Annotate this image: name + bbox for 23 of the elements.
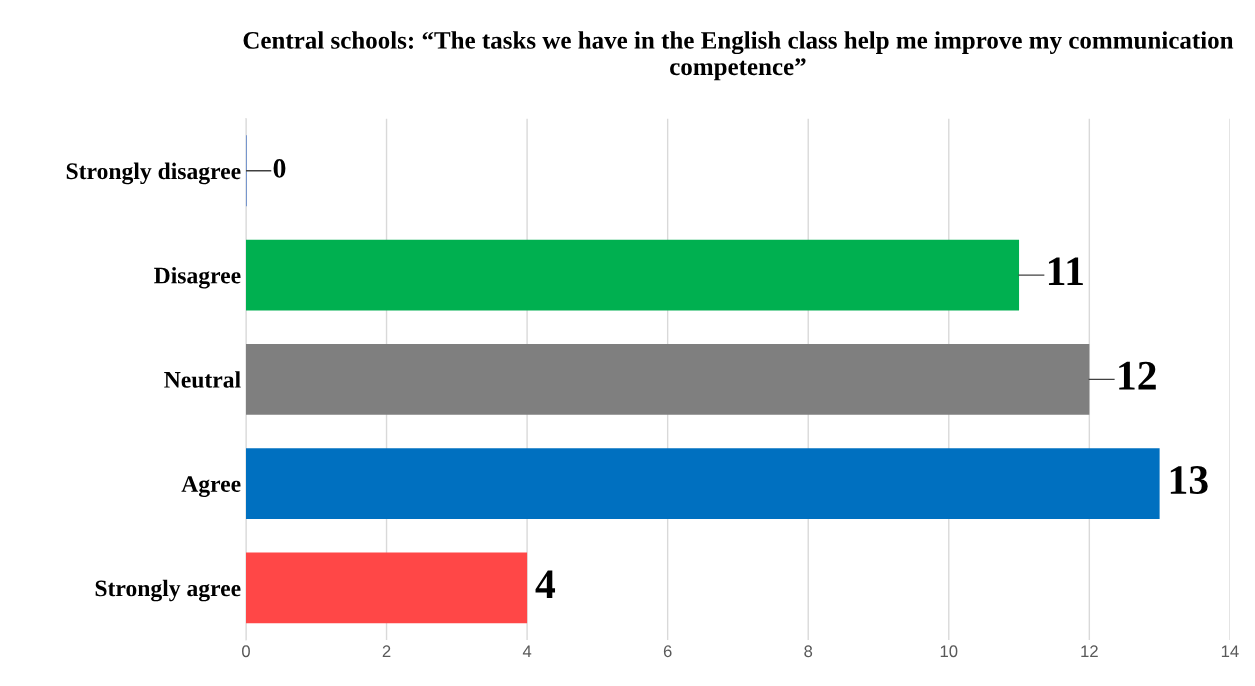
x-tick-label: 6 — [663, 645, 672, 658]
y-tick-label: Disagree — [154, 266, 241, 289]
y-tick-label: Strongly agree — [95, 579, 241, 602]
x-tick-label: 14 — [1221, 645, 1239, 657]
data-label: 11 — [1048, 257, 1083, 286]
x-tick-label: 10 — [940, 645, 958, 658]
bar — [245, 239, 1020, 311]
data-label: 0 — [273, 159, 286, 178]
x-tick-label: 0 — [242, 645, 250, 658]
x-tick-label: 2 — [382, 645, 391, 657]
bar — [245, 343, 1090, 415]
bar — [245, 448, 1160, 520]
x-tick-label: 8 — [804, 645, 813, 658]
data-label: 13 — [1170, 466, 1208, 495]
x-tick-label: 4 — [522, 645, 532, 657]
y-tick-label: Strongly disagree — [66, 162, 241, 185]
chart-title: Central schools: “The tasks we have in the English class help me improve my communication competence” — [243, 31, 1234, 81]
y-tick-label: Agree — [181, 476, 241, 497]
bar — [245, 552, 528, 624]
data-label: 4 — [535, 570, 556, 598]
y-tick-label: Neutral — [164, 371, 241, 388]
data-label: 12 — [1119, 361, 1156, 390]
x-tick-label: 12 — [1081, 645, 1098, 657]
